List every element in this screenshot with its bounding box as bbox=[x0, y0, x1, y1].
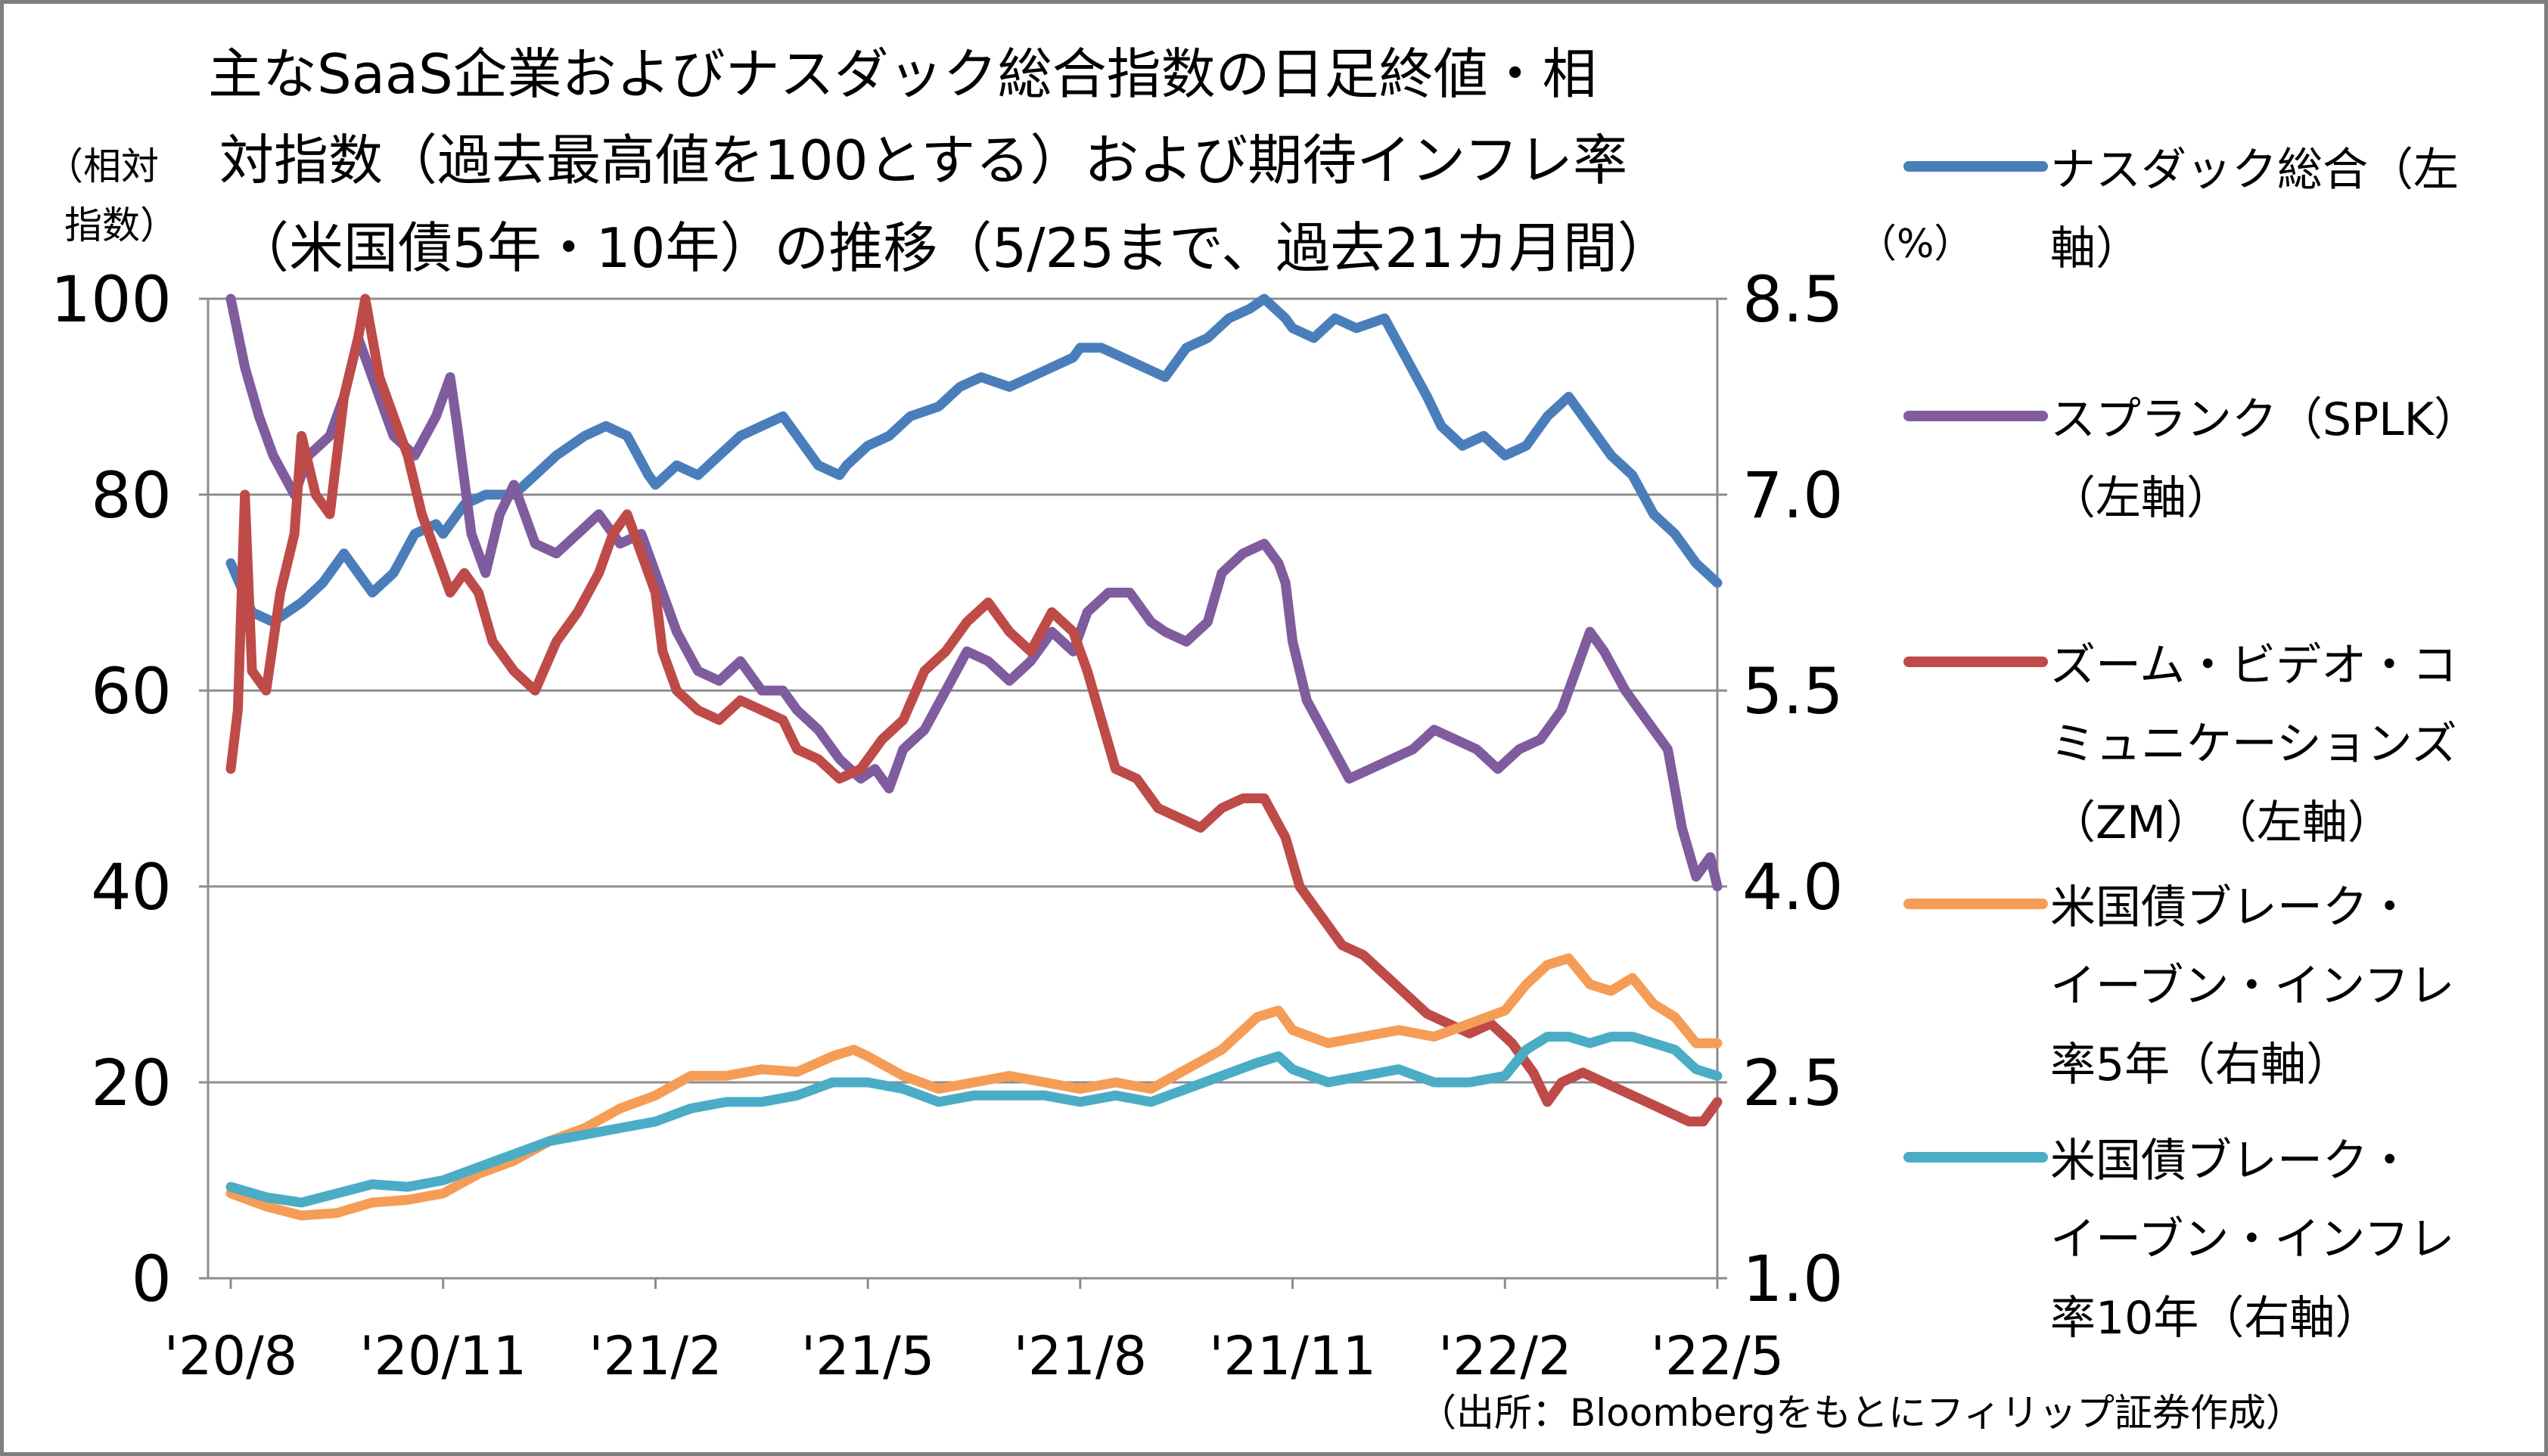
x-tick-label: '22/2 bbox=[1438, 1325, 1571, 1387]
x-tick-label: '22/5 bbox=[1651, 1325, 1784, 1387]
right-tick-label: 4.0 bbox=[1742, 850, 1844, 924]
right-tick-label: 5.5 bbox=[1742, 654, 1844, 728]
legend-label-5-line-2: イーブン・インフレ bbox=[2050, 1213, 2455, 1266]
legend-label-4-line-2: イーブン・インフレ bbox=[2050, 960, 2455, 1013]
x-tick-label: '21/11 bbox=[1209, 1325, 1376, 1387]
right-tick-label: 8.5 bbox=[1742, 262, 1844, 337]
chart-title-line-1: 主なSaaS企業およびナスダック総合指数の日足終値・相 bbox=[208, 42, 1597, 106]
chart-title: 主なSaaS企業およびナスダック総合指数の日足終値・相 対指数（過去最高値を10… bbox=[208, 42, 1672, 280]
series-line-1 bbox=[225, 293, 1723, 627]
gridlines bbox=[208, 493, 1717, 1084]
legend-label-3-line-1: ズーム・ビデオ・コ bbox=[2050, 639, 2457, 692]
left-axis-label-line-2: 指数） bbox=[64, 203, 178, 247]
x-axis-ticks: '20/8 '20/11 '21/2 '21/5 '21/8 '21/11 '22/2 '22… bbox=[164, 1277, 1784, 1387]
left-tick-label: 0 bbox=[132, 1242, 172, 1316]
left-tick-label: 40 bbox=[91, 850, 172, 924]
left-tick-label: 60 bbox=[91, 654, 172, 728]
right-tick-label: 7.0 bbox=[1742, 458, 1844, 532]
legend-label-4-line-1: 米国債ブレーク・ bbox=[2050, 881, 2413, 934]
right-axis-ticks: 1.0 2.5 4.0 5.5 7.0 8.5 bbox=[1717, 262, 1844, 1316]
legend-label-2-line-1: スプランク（SPLK） bbox=[2050, 393, 2479, 446]
legend-label-5-line-3: 率10年（右軸） bbox=[2050, 1292, 2380, 1345]
series-lines bbox=[225, 293, 1723, 1221]
legend-label-5-line-1: 米国債ブレーク・ bbox=[2050, 1135, 2413, 1187]
x-tick-label: '21/2 bbox=[589, 1325, 722, 1387]
legend-label-3-line-2: ミュニケーションズ bbox=[2050, 718, 2457, 771]
right-tick-label: 1.0 bbox=[1742, 1242, 1844, 1316]
legend-label-2-line-2: （左軸） bbox=[2050, 472, 2232, 525]
legend-label-1-line-1: ナスダック総合（左 bbox=[2050, 144, 2459, 197]
legend-label-3-line-3: （ZM） （左軸） bbox=[2050, 796, 2393, 849]
series-line-3 bbox=[225, 293, 1723, 1127]
legend-label-4-line-3: 率5年（右軸） bbox=[2050, 1038, 2351, 1091]
left-axis-label-line-1: （相対 bbox=[45, 144, 159, 188]
left-tick-label: 100 bbox=[51, 262, 172, 337]
chart-svg: 主なSaaS企業およびナスダック総合指数の日足終値・相 対指数（過去最高値を10… bbox=[45, 42, 2479, 1435]
left-tick-label: 20 bbox=[91, 1046, 172, 1120]
right-tick-label: 2.5 bbox=[1742, 1046, 1844, 1120]
chart-title-line-3: （米国債5年・10年）の推移（5/25まで、過去21カ月間） bbox=[235, 216, 1672, 280]
left-axis-label: （相対 指数） bbox=[45, 144, 178, 247]
series-line-5 bbox=[225, 1032, 1723, 1208]
right-axis-label: （%） bbox=[1857, 222, 1973, 267]
left-tick-label: 80 bbox=[91, 458, 172, 532]
series-line-4 bbox=[225, 953, 1723, 1221]
source-note: （出所：Bloombergをもとにフィリップ証券作成） bbox=[1418, 1391, 2304, 1435]
x-tick-label: '21/8 bbox=[1014, 1325, 1147, 1387]
legend-label-1-line-2: 軸） bbox=[2050, 222, 2141, 275]
x-tick-label: '21/5 bbox=[801, 1325, 934, 1387]
legend: ナスダック総合（左軸） スプランク（SPLK） （左軸） ズーム・ビデオ・コミュニケー… bbox=[1903, 144, 2479, 1345]
chart-title-line-2: 対指数（過去最高値を100とする）および期待インフレ率 bbox=[219, 129, 1627, 192]
x-tick-label: '20/11 bbox=[359, 1325, 527, 1387]
left-axis-ticks: 0 20 40 60 80 100 bbox=[51, 262, 208, 1316]
series-line-2 bbox=[225, 293, 1723, 892]
x-tick-label: '20/8 bbox=[164, 1325, 297, 1387]
